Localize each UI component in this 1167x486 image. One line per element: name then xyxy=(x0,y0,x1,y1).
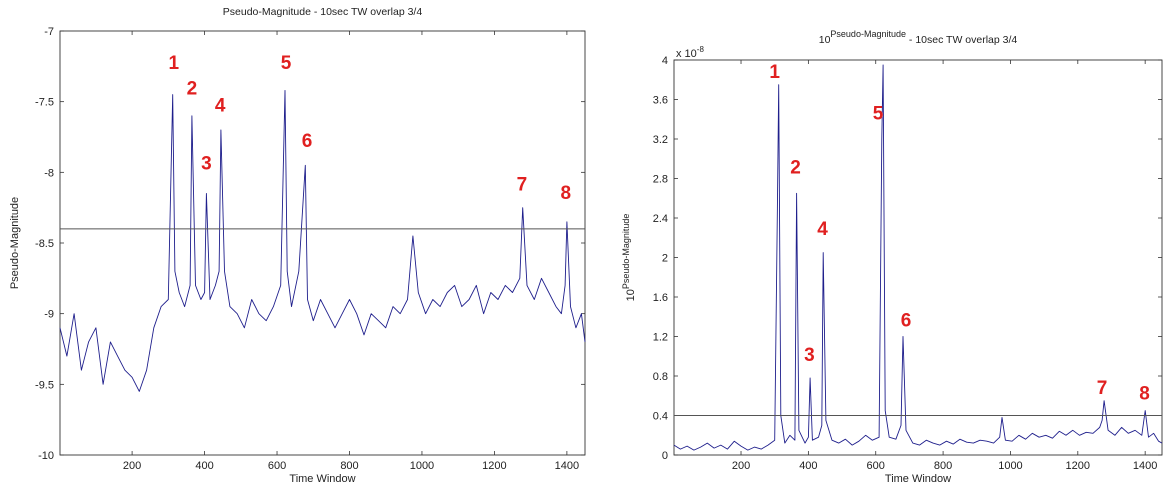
chart-2-peak-label: 3 xyxy=(804,345,815,366)
chart-1-xtick-label: 400 xyxy=(195,460,213,472)
chart-2-axes-box xyxy=(673,59,1163,456)
chart-2-xtick-label: 600 xyxy=(867,460,885,472)
chart-1-xlabel: Time Window xyxy=(289,473,355,485)
chart-2-ytick-label: 0 xyxy=(662,450,668,462)
chart-1-ytick-label: -7 xyxy=(44,26,54,38)
chart-2-ytick-label: 1.6 xyxy=(653,292,668,304)
chart-1-peak-label: 2 xyxy=(187,79,198,100)
chart-2-peak-label: 4 xyxy=(817,219,828,240)
chart-2-ytick-label: 2.8 xyxy=(653,174,668,186)
chart-2-ytick-label: 0.8 xyxy=(653,371,668,383)
chart-2-ytick-label: 3.6 xyxy=(653,95,668,107)
chart-2-xtick-label: 1200 xyxy=(1066,460,1090,472)
chart-2-scale-base: x 10 xyxy=(676,48,697,60)
chart-1-peak-label: 7 xyxy=(517,175,528,196)
chart-1-ytick-label: -10 xyxy=(38,450,54,462)
chart-1-peak-label: 5 xyxy=(281,53,292,74)
chart-1-xtick-label: 1200 xyxy=(482,460,506,472)
chart-2-ytick-label: 3.2 xyxy=(653,134,668,146)
chart-2-peak-label: 8 xyxy=(1139,384,1150,405)
chart-1-peak-label: 1 xyxy=(168,53,179,74)
chart-2-scale-factor: x 10-8 xyxy=(676,45,704,60)
chart-2-xtick-label: 400 xyxy=(799,460,817,472)
chart-2-ylabel-superscript: Pseudo-Magnitude xyxy=(621,214,631,290)
chart-2-peak-label: 2 xyxy=(790,158,801,179)
chart-2-title: 10Pseudo-Magnitude - 10sec TW overlap 3/… xyxy=(819,29,1018,46)
chart-2-ylabel: 10Pseudo-Magnitude xyxy=(621,214,637,302)
chart-1-axes-box xyxy=(59,30,586,456)
chart-1-series-line xyxy=(59,89,586,392)
chart-1: 200 400 600 800 1000 1200 1400 -10 -9.5 -9 -8.5 -8 -… xyxy=(9,6,586,485)
chart-1-ytick-label: -9.5 xyxy=(35,379,54,391)
chart-2-ylabel-base: 10 xyxy=(625,289,637,301)
chart-2: 200 400 600 800 1000 1200 1400 0 0.4 0.8 1.2 1.6 2 2.… xyxy=(621,29,1163,485)
chart-1-peak-label: 3 xyxy=(201,154,212,175)
chart-1-peak-label: 8 xyxy=(561,183,572,204)
chart-2-peak-label: 6 xyxy=(901,311,912,332)
chart-1-title: Pseudo-Magnitude - 10sec TW overlap 3/4 xyxy=(223,6,423,18)
chart-2-title-base: 10 xyxy=(819,34,831,46)
chart-1-ylabel: Pseudo-Magnitude xyxy=(9,197,21,289)
chart-2-ytick-label: 4 xyxy=(662,55,668,67)
chart-1-xtick-label: 1000 xyxy=(410,460,434,472)
chart-1-peak-label: 4 xyxy=(215,96,226,117)
chart-2-ytick-label: 2.4 xyxy=(653,213,668,225)
chart-1-xtick-label: 800 xyxy=(340,460,358,472)
chart-2-peak-label: 5 xyxy=(873,103,884,124)
chart-1-xtick-label: 1400 xyxy=(555,460,579,472)
chart-1-xtick-label: 600 xyxy=(268,460,286,472)
chart-1-peak-label: 6 xyxy=(302,131,313,152)
chart-1-ytick-label: -8 xyxy=(44,167,54,179)
chart-2-peak-label: 1 xyxy=(769,62,780,83)
chart-2-xtick-label: 1000 xyxy=(998,460,1022,472)
chart-2-xtick-label: 1400 xyxy=(1133,460,1157,472)
chart-2-title-rest: - 10sec TW overlap 3/4 xyxy=(906,34,1017,46)
chart-2-series-line xyxy=(673,64,1163,451)
chart-2-peak-label: 7 xyxy=(1097,378,1108,399)
chart-1-xtick-label: 200 xyxy=(123,460,141,472)
chart-2-title-superscript: Pseudo-Magnitude xyxy=(830,29,906,39)
chart-2-scale-exponent: -8 xyxy=(697,45,705,54)
chart-2-xtick-label: 200 xyxy=(732,460,750,472)
chart-1-ytick-label: -8.5 xyxy=(35,238,54,250)
chart-1-ytick-label: -9 xyxy=(44,309,54,321)
chart-2-ytick-label: 2 xyxy=(662,253,668,265)
chart-2-ytick-label: 0.4 xyxy=(653,411,668,423)
chart-1-ytick-label: -7.5 xyxy=(35,97,54,109)
chart-2-xtick-label: 800 xyxy=(934,460,952,472)
chart-2-ytick-label: 1.2 xyxy=(653,332,668,344)
chart-2-xlabel: Time Window xyxy=(885,473,951,485)
